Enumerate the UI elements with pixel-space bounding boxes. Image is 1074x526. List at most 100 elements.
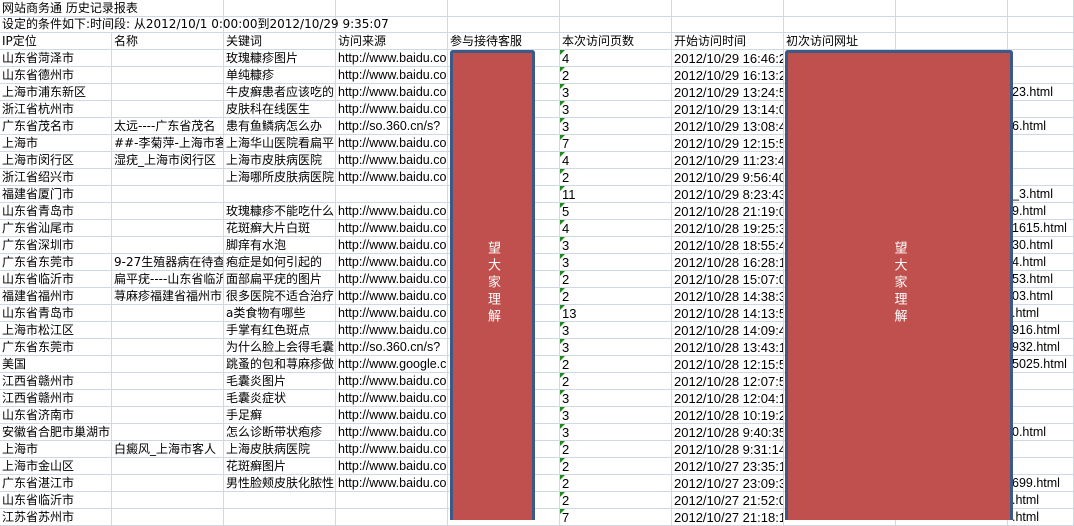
cell-pages[interactable]: 5: [560, 203, 672, 220]
cell-keyword[interactable]: 患有鱼鳞病怎么办: [224, 118, 336, 135]
empty-cell[interactable]: [112, 16, 224, 33]
empty-cell[interactable]: [448, 16, 560, 33]
report-title[interactable]: 网站商务通 历史记录报表: [0, 1, 138, 17]
cell-ip[interactable]: 美国: [0, 356, 112, 373]
cell-source[interactable]: [336, 492, 448, 509]
cell-source[interactable]: [336, 509, 448, 526]
cell-start-time[interactable]: 2012/10/28 19:25:3: [672, 220, 784, 237]
condition-text[interactable]: 设定的条件如下:时间段: 从2012/10/1 0:00:00到2012/10/…: [0, 17, 389, 33]
empty-cell[interactable]: [1008, 390, 1074, 407]
empty-cell[interactable]: [1008, 16, 1074, 33]
empty-cell[interactable]: [336, 16, 448, 33]
empty-cell[interactable]: [1008, 67, 1074, 84]
header-source[interactable]: 访问来源: [336, 33, 448, 50]
cell-source[interactable]: http://www.google.c: [336, 356, 448, 373]
cell-name[interactable]: [112, 492, 224, 509]
empty-cell[interactable]: [560, 0, 672, 17]
cell-pages[interactable]: 3: [560, 339, 672, 356]
cell-name[interactable]: 荨麻疹福建省福州市: [112, 288, 224, 305]
cell-keyword[interactable]: 皮肤科在线医生: [224, 101, 336, 118]
header-start-time[interactable]: 开始访问时间: [672, 33, 784, 50]
cell-ip[interactable]: 山东省青岛市: [0, 305, 112, 322]
cell-source[interactable]: http://so.360.cn/s?: [336, 118, 448, 135]
cell-keyword[interactable]: 玫瑰糠疹不能吃什么: [224, 203, 336, 220]
cell-start-time[interactable]: 2012/10/28 16:28:1: [672, 254, 784, 271]
cell-pages[interactable]: 2: [560, 458, 672, 475]
cell-source[interactable]: http://www.baidu.co: [336, 441, 448, 458]
cell-ip[interactable]: 广东省汕尾市: [0, 220, 112, 237]
cell-source[interactable]: http://www.baidu.co: [336, 373, 448, 390]
cell-keyword[interactable]: a类食物有哪些: [224, 305, 336, 322]
cell-name[interactable]: [112, 220, 224, 237]
cell-ip[interactable]: 上海市闵行区: [0, 152, 112, 169]
cell-keyword[interactable]: 男性脸颊皮肤化脓性: [224, 475, 336, 492]
cell-ip[interactable]: 江西省赣州市: [0, 390, 112, 407]
cell-source[interactable]: http://www.baidu.co: [336, 424, 448, 441]
cell-source[interactable]: http://www.baidu.co: [336, 407, 448, 424]
empty-cell[interactable]: [224, 0, 336, 17]
cell-keyword[interactable]: 脚痒有水泡: [224, 237, 336, 254]
cell-keyword[interactable]: 上海华山医院看扁平: [224, 135, 336, 152]
cell-keyword[interactable]: 上海皮肤病医院: [224, 441, 336, 458]
empty-cell[interactable]: [784, 16, 896, 33]
empty-cell[interactable]: [1008, 101, 1074, 118]
cell-start-time[interactable]: 2012/10/28 12:04:1: [672, 390, 784, 407]
header-name[interactable]: 名称: [112, 33, 224, 50]
cell-keyword[interactable]: 跳蚤的包和荨麻疹做: [224, 356, 336, 373]
cell-source[interactable]: http://www.baidu.co: [336, 169, 448, 186]
cell-start-time[interactable]: 2012/10/28 21:19:0: [672, 203, 784, 220]
cell-source[interactable]: http://www.baidu.co: [336, 135, 448, 152]
redaction-overlay-url[interactable]: 望大家理解: [785, 50, 1013, 520]
cell-source[interactable]: http://www.baidu.co: [336, 237, 448, 254]
cell-pages[interactable]: 11: [560, 186, 672, 203]
cell-source[interactable]: http://www.baidu.co: [336, 322, 448, 339]
cell-keyword[interactable]: 毛囊炎症状: [224, 390, 336, 407]
cell-ip[interactable]: 安徽省合肥市巢湖市: [0, 424, 112, 441]
cell-keyword[interactable]: 手足癣: [224, 407, 336, 424]
cell-name[interactable]: [112, 407, 224, 424]
cell-source[interactable]: http://www.baidu.co: [336, 50, 448, 67]
cell-ip[interactable]: 广东省茂名市: [0, 118, 112, 135]
cell-pages[interactable]: 2: [560, 441, 672, 458]
cell-pages[interactable]: 2: [560, 492, 672, 509]
cell-start-time[interactable]: 2012/10/29 13:08:4: [672, 118, 784, 135]
cell-name[interactable]: [112, 509, 224, 526]
cell-ip[interactable]: 江西省赣州市: [0, 373, 112, 390]
cell-name[interactable]: 9-27生殖器病在待查: [112, 254, 224, 271]
redaction-overlay-staff[interactable]: 望大家理解: [450, 50, 535, 520]
cell-pages[interactable]: 4: [560, 220, 672, 237]
empty-cell[interactable]: [896, 33, 1008, 50]
cell-start-time[interactable]: 2012/10/29 13:14:0: [672, 101, 784, 118]
cell-name[interactable]: [112, 424, 224, 441]
cell-pages[interactable]: 3: [560, 407, 672, 424]
cell-name[interactable]: [112, 475, 224, 492]
cell-ip[interactable]: 山东省济南市: [0, 407, 112, 424]
cell-pages[interactable]: 3: [560, 84, 672, 101]
cell-keyword[interactable]: 上海哪所皮肤病医院: [224, 169, 336, 186]
empty-cell[interactable]: [560, 16, 672, 33]
cell-name[interactable]: ##-李菊萍-上海市客: [112, 135, 224, 152]
cell-keyword[interactable]: 手掌有红色斑点: [224, 322, 336, 339]
cell-source[interactable]: http://www.baidu.co: [336, 390, 448, 407]
cell-name[interactable]: [112, 339, 224, 356]
cell-pages[interactable]: 3: [560, 390, 672, 407]
empty-cell[interactable]: [1008, 0, 1074, 17]
cell-start-time[interactable]: 2012/10/28 9:40:35: [672, 424, 784, 441]
cell-ip[interactable]: 山东省临沂市: [0, 271, 112, 288]
cell-start-time[interactable]: 2012/10/27 21:18:1: [672, 509, 784, 526]
empty-cell[interactable]: [448, 0, 560, 17]
cell-start-time[interactable]: 2012/10/28 14:13:5: [672, 305, 784, 322]
cell-name[interactable]: [112, 101, 224, 118]
empty-cell[interactable]: [672, 0, 784, 17]
cell-ip[interactable]: 上海市金山区: [0, 458, 112, 475]
cell-pages[interactable]: 4: [560, 50, 672, 67]
cell-source[interactable]: http://www.baidu.co: [336, 288, 448, 305]
header-keyword[interactable]: 关键词: [224, 33, 336, 50]
cell-start-time[interactable]: 2012/10/28 14:38:3: [672, 288, 784, 305]
cell-name[interactable]: 白癜风_上海市客人: [112, 441, 224, 458]
header-pages[interactable]: 本次访问页数: [560, 33, 672, 50]
cell-source[interactable]: http://www.baidu.co: [336, 254, 448, 271]
cell-start-time[interactable]: 2012/10/29 13:24:5: [672, 84, 784, 101]
cell-keyword[interactable]: 毛囊炎图片: [224, 373, 336, 390]
cell-start-time[interactable]: 2012/10/27 23:09:3: [672, 475, 784, 492]
